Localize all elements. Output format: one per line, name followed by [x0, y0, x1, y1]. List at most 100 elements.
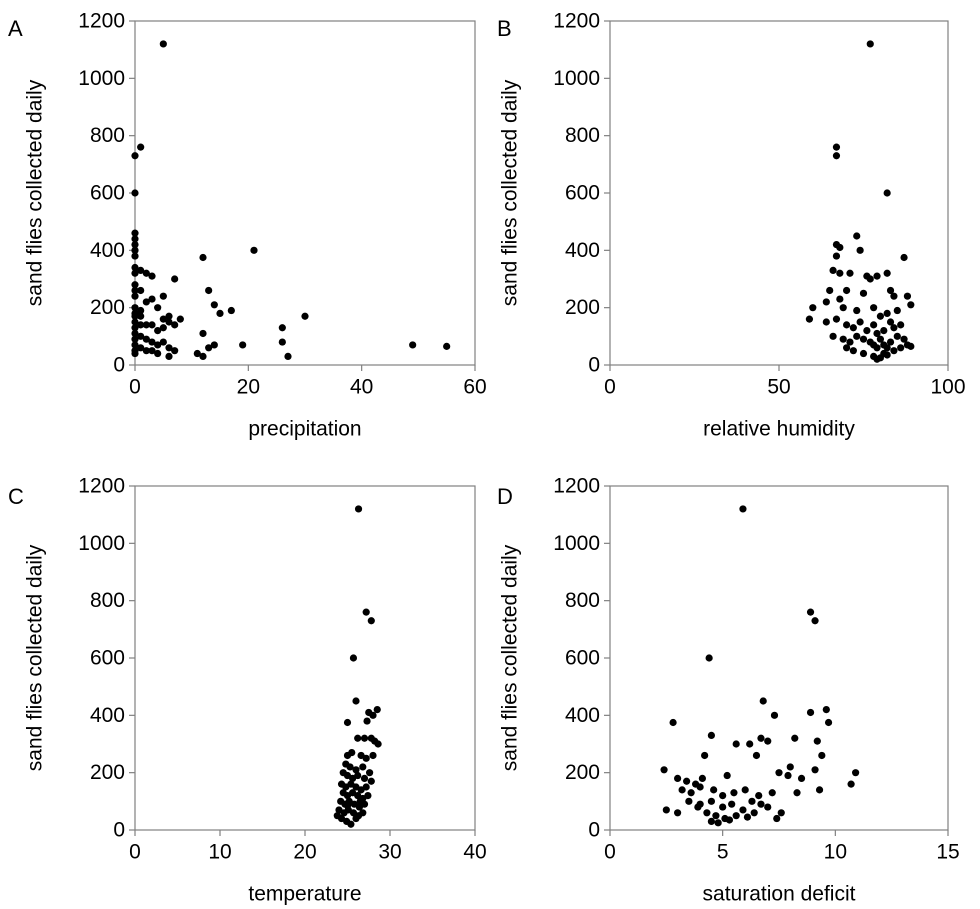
y-tick-label: 600 [565, 182, 600, 205]
x-tick-label: 5 [717, 840, 729, 863]
data-point [137, 286, 145, 295]
data-point [836, 295, 844, 303]
data-point [719, 792, 727, 800]
data-point [142, 321, 150, 329]
data-point [859, 289, 868, 297]
data-point [131, 281, 139, 289]
data-point [836, 243, 844, 252]
data-point [131, 263, 139, 272]
data-point [897, 344, 905, 352]
data-point [757, 800, 765, 808]
data-point [210, 341, 218, 349]
y-tick-label: 0 [113, 354, 125, 377]
data-point [775, 769, 783, 777]
y-tick-label: 800 [90, 589, 125, 612]
data-point [849, 324, 857, 332]
data-point [873, 344, 881, 352]
data-point [880, 327, 888, 335]
data-point [131, 269, 139, 277]
data-point [131, 329, 139, 338]
data-points [660, 505, 860, 827]
data-point [176, 315, 184, 323]
plot-frame [134, 485, 476, 831]
data-point [748, 797, 756, 805]
data-point [903, 292, 912, 300]
data-point [349, 654, 358, 662]
data-point [362, 783, 370, 791]
data-point [142, 269, 150, 277]
data-point [363, 717, 371, 725]
data-point [870, 304, 878, 312]
y-tick-label: 200 [90, 761, 125, 784]
data-point [347, 820, 355, 828]
data-point [216, 309, 224, 317]
data-point [809, 304, 817, 312]
x-tick-label: 0 [129, 840, 141, 863]
data-point [707, 797, 716, 805]
data-point [678, 786, 686, 794]
data-point [752, 751, 761, 760]
data-point [205, 344, 213, 352]
y-tick-label: 400 [565, 704, 600, 727]
data-point [698, 774, 706, 783]
data-point [137, 321, 145, 329]
data-point [883, 189, 891, 197]
data-point [364, 792, 372, 800]
data-point [131, 318, 139, 326]
y-tick-label: 1000 [553, 67, 600, 90]
data-point [165, 318, 173, 326]
data-point [360, 774, 369, 783]
data-point [142, 335, 150, 343]
data-point [907, 342, 915, 350]
data-point [712, 812, 720, 820]
data-point [710, 786, 718, 794]
data-point [859, 335, 868, 343]
data-point [829, 266, 837, 274]
x-tick-label: 15 [936, 840, 959, 863]
data-point [154, 304, 162, 312]
data-point [354, 771, 362, 780]
data-point [369, 711, 377, 719]
data-point [859, 349, 868, 358]
data-point [900, 335, 908, 343]
data-point [131, 246, 139, 254]
data-point [873, 272, 881, 280]
data-point [210, 301, 218, 309]
x-tick-label: 60 [463, 375, 486, 398]
data-point [728, 800, 736, 808]
data-point [137, 312, 145, 320]
data-point [806, 708, 815, 717]
data-point [723, 771, 731, 780]
data-point [732, 740, 740, 748]
data-point [366, 769, 374, 777]
data-point [360, 734, 369, 742]
data-point [755, 792, 763, 800]
data-point [159, 40, 167, 48]
data-point [876, 335, 885, 343]
data-point [883, 269, 891, 277]
x-tick-label: 50 [767, 375, 790, 398]
panel-c: C 0 200 400 600 800 1000 1200 0 10 20 30 40 temperatu… [8, 475, 487, 906]
data-point [707, 731, 716, 740]
data-point [719, 803, 727, 811]
data-point [154, 327, 162, 335]
y-tick-label: 600 [90, 182, 125, 205]
data-point [822, 298, 830, 306]
y-tick-label: 0 [588, 819, 600, 842]
y-axis-title: sand flies collected daily [24, 544, 47, 771]
y-tick-label: 1000 [553, 532, 600, 555]
data-point [813, 737, 821, 745]
data-point [199, 253, 207, 262]
x-tick-label: 40 [463, 840, 486, 863]
data-point [131, 189, 139, 197]
data-point [890, 347, 898, 355]
x-tick-label: 20 [237, 375, 260, 398]
data-point [839, 304, 847, 312]
data-point [805, 315, 814, 323]
data-point [832, 315, 841, 323]
x-tick-label: 30 [378, 840, 401, 863]
panel-letter: C [8, 484, 24, 509]
data-point [773, 814, 781, 823]
y-tick-label: 200 [90, 296, 125, 319]
data-point [741, 786, 749, 794]
